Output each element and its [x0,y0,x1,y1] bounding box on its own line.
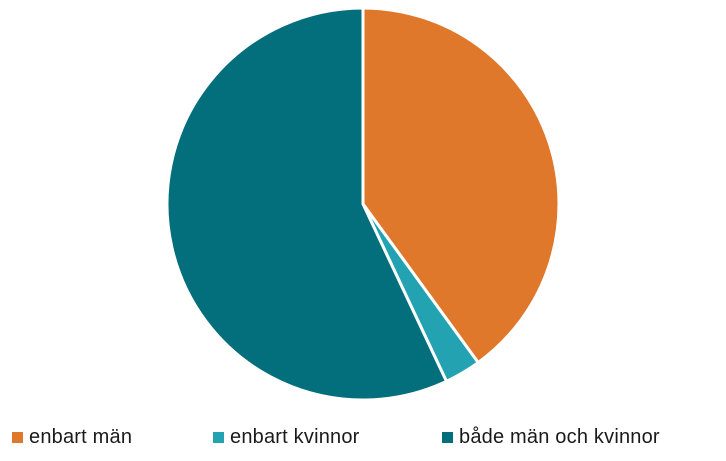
legend-item-enbart-man: enbart män [12,426,132,449]
pie-slice-0 [361,6,561,365]
legend-swatch-enbart-kvinnor [213,432,224,443]
legend-item-enbart-kvinnor: enbart kvinnor [213,426,360,449]
legend-label: enbart kvinnor [230,426,360,448]
legend-swatch-enbart-man [12,432,23,443]
legend-label: både män och kvinnor [459,426,660,448]
pie-chart [165,6,561,402]
legend-label: enbart män [29,426,133,448]
pie-slice-2 [165,6,448,402]
legend: enbart män enbart kvinnor både män och k… [0,426,726,456]
legend-swatch-bade-man-och-kvinnor [442,432,453,443]
legend-item-bade-man-och-kvinnor: både män och kvinnor [442,426,660,449]
